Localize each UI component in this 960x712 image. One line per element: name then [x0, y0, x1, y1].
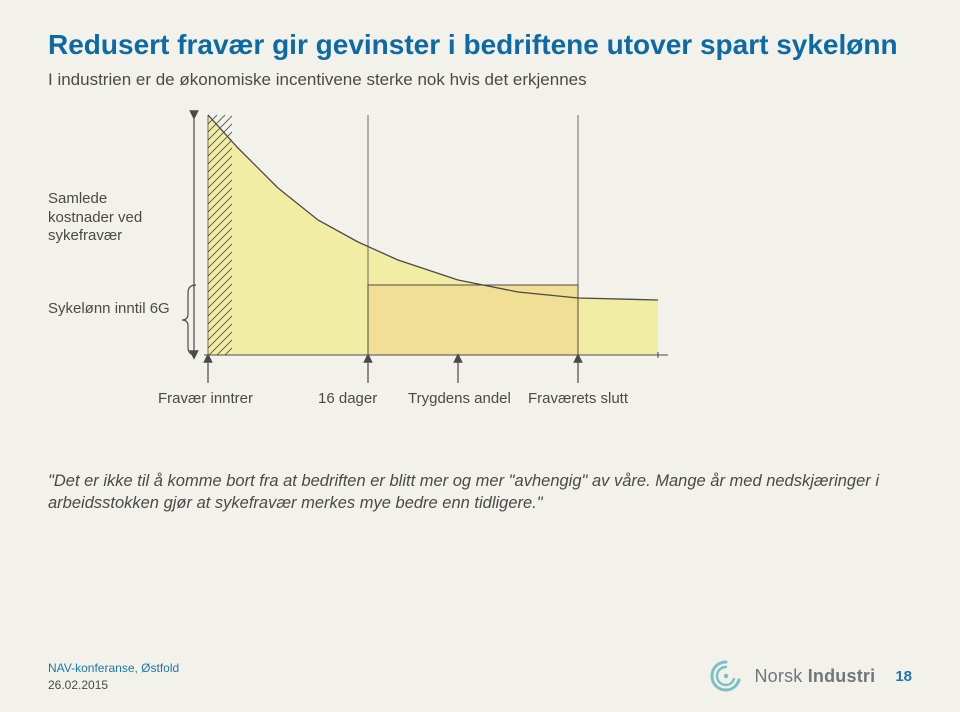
logo-swirl-icon — [708, 658, 744, 694]
x-axis-label: Fravær inntrer — [158, 390, 253, 407]
footer-left: NAV-konferanse, Østfold 26.02.2015 — [48, 660, 179, 694]
chart-svg — [58, 90, 698, 430]
x-axis-label: Fraværets slutt — [528, 390, 628, 407]
x-axis-label: Trygdens andel — [408, 390, 511, 407]
footer-date: 26.02.2015 — [48, 677, 179, 694]
logo-text: Norsk Industri — [754, 666, 875, 687]
slide: Redusert fravær gir gevinster i bedrifte… — [0, 0, 960, 712]
slide-title: Redusert fravær gir gevinster i bedrifte… — [48, 28, 912, 61]
slide-quote: "Det er ikke til å komme bort fra at bed… — [48, 470, 908, 515]
page-number: 18 — [895, 668, 912, 685]
y-axis-label-bottom: Sykelønn inntil 6G — [48, 300, 170, 319]
y-axis-label-top: Samledekostnader vedsykefravær — [48, 190, 142, 246]
logo-word1: Norsk — [754, 666, 802, 686]
x-axis-label: 16 dager — [318, 390, 377, 407]
slide-subtitle: I industrien er de økonomiske incentiven… — [48, 69, 912, 92]
logo-word2: Industri — [808, 666, 876, 686]
cost-chart: Samledekostnader vedsykefravær Sykelønn … — [58, 90, 698, 430]
footer-logo: Norsk Industri 18 — [708, 658, 912, 694]
footer-conference: NAV-konferanse, Østfold — [48, 660, 179, 677]
slide-footer: NAV-konferanse, Østfold 26.02.2015 Norsk… — [48, 658, 912, 694]
